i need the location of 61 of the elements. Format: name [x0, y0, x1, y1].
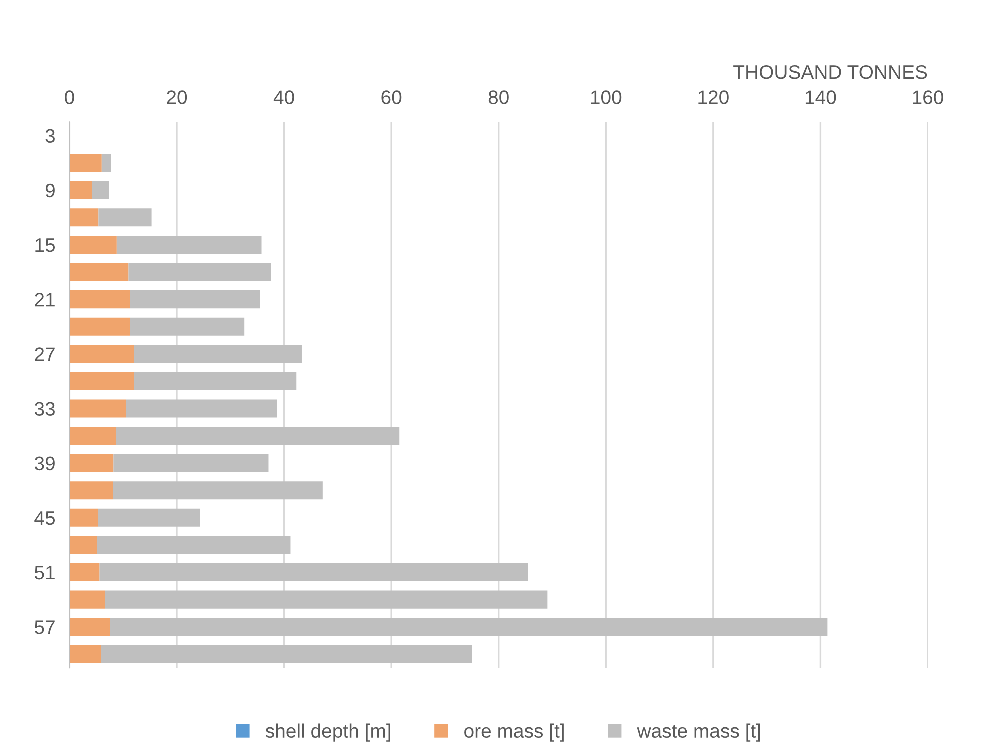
bar: [70, 345, 134, 364]
y-tick-label: 33: [34, 402, 55, 416]
bar: [70, 236, 117, 254]
y-tick-label: 51: [34, 566, 55, 580]
bar: [70, 590, 106, 609]
bar: [70, 318, 130, 336]
x-tick-label: 80: [488, 90, 509, 104]
x-tick-label: 40: [274, 90, 294, 104]
bar: [70, 181, 92, 200]
bar: [102, 154, 112, 172]
y-tick-label: 15: [36, 238, 56, 252]
bar: [70, 564, 100, 582]
x-tick-label: 120: [698, 90, 729, 104]
x-tick-label: 100: [591, 90, 622, 104]
bar: [70, 208, 99, 227]
x-tick-label: 160: [913, 90, 944, 104]
y-tick-label: 9: [46, 184, 55, 198]
x-tick-label: 60: [382, 90, 402, 104]
bar: [134, 372, 297, 390]
bar: [130, 318, 245, 336]
bar: [92, 181, 110, 200]
bar: [98, 208, 152, 227]
y-tick-label: 27: [35, 348, 55, 362]
bar: [134, 345, 302, 364]
y-tick-label: 39: [34, 456, 55, 471]
y-tick-label: 57: [34, 620, 55, 634]
bar: [70, 154, 102, 172]
bar: [116, 427, 400, 446]
bar: [70, 482, 114, 500]
y-tick-label: 45: [34, 512, 56, 526]
bar: [98, 508, 200, 527]
bar: [70, 508, 98, 527]
bar: [70, 536, 98, 554]
legend-label: shell depth [m]: [266, 724, 390, 742]
bar: [70, 645, 102, 664]
bar: [70, 372, 134, 390]
bar: [101, 645, 472, 664]
bar: [70, 290, 130, 309]
bar: [70, 454, 114, 472]
bar: [70, 427, 116, 446]
bar: [105, 590, 548, 609]
x-tick-label: 20: [167, 90, 188, 104]
bar: [116, 236, 262, 254]
bar: [97, 536, 291, 554]
bar: [70, 400, 126, 418]
y-tick-label: 21: [35, 293, 55, 307]
bar: [100, 564, 528, 582]
bar: [113, 482, 323, 500]
bar: [70, 618, 110, 636]
bar: [114, 454, 269, 472]
x-tick-label: 140: [806, 90, 836, 104]
legend-label: ore mass [t]: [464, 724, 564, 742]
y-tick-label: 3: [46, 129, 55, 144]
bar: [110, 618, 828, 636]
bar: [128, 263, 272, 282]
x-tick-label: 0: [65, 90, 74, 104]
bar: [126, 400, 278, 418]
bar: [130, 290, 260, 309]
bar: [70, 263, 129, 282]
x-axis-title: THOUSAND TONNES: [734, 65, 928, 80]
legend-label: waste mass [t]: [637, 724, 760, 742]
